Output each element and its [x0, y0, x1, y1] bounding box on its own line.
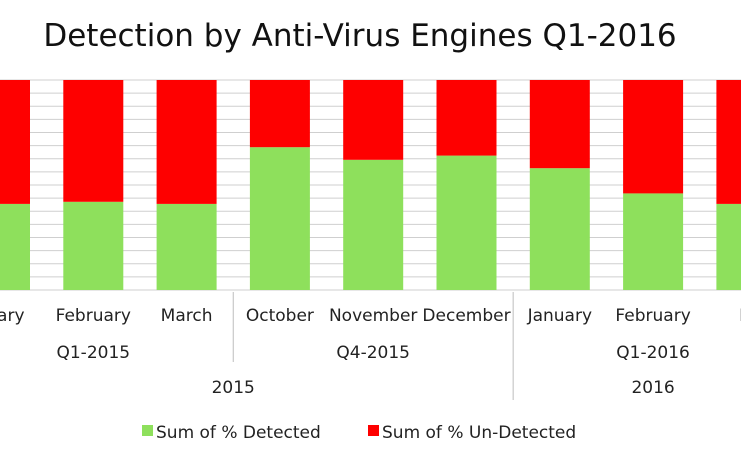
- bar-undetected: [249, 80, 310, 148]
- chart-title: Detection by Anti-Virus Engines Q1-2016: [43, 18, 676, 54]
- legend-label: Sum of % Detected: [156, 423, 321, 443]
- bar-undetected: [716, 80, 741, 204]
- quarter-label: Q4-2015: [336, 343, 410, 363]
- bar-detected: [249, 147, 310, 290]
- bar-undetected: [343, 80, 404, 160]
- category-label: M: [739, 306, 741, 326]
- category-label: nuary: [0, 306, 25, 326]
- bar-detected: [436, 155, 497, 290]
- year-label: 2016: [631, 378, 674, 398]
- category-label: February: [56, 306, 131, 326]
- category-label: March: [161, 306, 213, 326]
- bar-undetected: [63, 80, 124, 202]
- quarter-label: Q1-2016: [616, 343, 690, 363]
- category-label: January: [527, 306, 592, 326]
- bar-detected: [0, 203, 30, 290]
- bar-detected: [156, 203, 217, 290]
- category-label: February: [615, 306, 690, 326]
- bar-undetected: [529, 80, 590, 169]
- bar-undetected: [623, 80, 684, 194]
- bar-detected: [63, 201, 124, 290]
- legend-swatch: [368, 425, 379, 436]
- category-label: November: [329, 306, 417, 326]
- category-label: December: [422, 306, 510, 326]
- bar-undetected: [156, 80, 217, 204]
- year-label: 2015: [212, 378, 255, 398]
- category-label: October: [246, 306, 314, 326]
- bar-detected: [716, 203, 741, 290]
- bar-undetected: [436, 80, 497, 156]
- bar-detected: [529, 168, 590, 290]
- quarter-label: Q1-2015: [56, 343, 130, 363]
- legend: Sum of % Detected Sum of % Un-Detected: [142, 423, 576, 443]
- bar-detected: [623, 193, 684, 290]
- bar-detected: [343, 159, 404, 290]
- category-axis: nuary February March October NovemberDecembe…: [0, 292, 741, 400]
- bars: [0, 80, 741, 290]
- legend-swatch: [142, 425, 153, 436]
- bar-undetected: [0, 80, 30, 204]
- legend-label: Sum of % Un-Detected: [382, 423, 576, 443]
